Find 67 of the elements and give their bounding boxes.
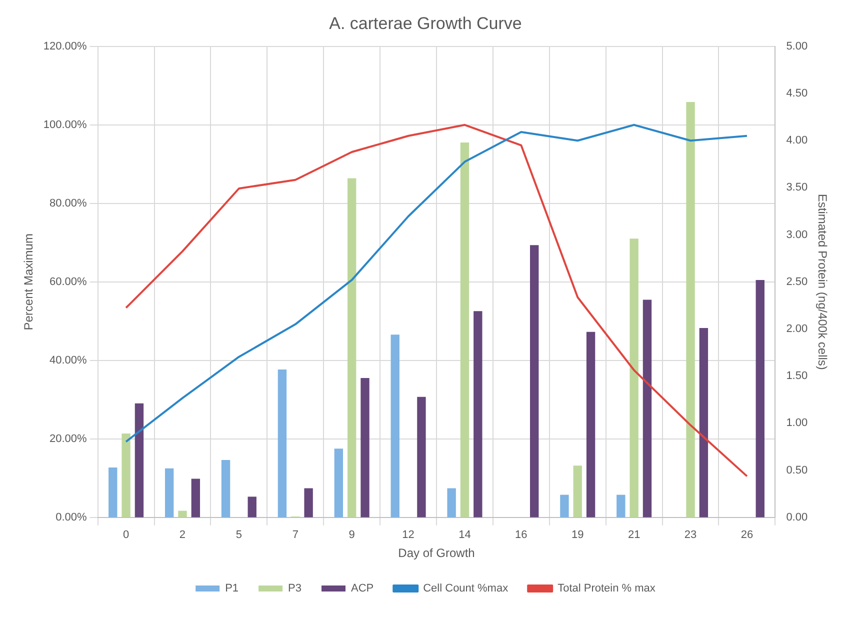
y-axis-title: Percent Maximum	[22, 234, 36, 330]
bar	[560, 494, 569, 518]
y2-tick-label: 2.50	[786, 276, 808, 288]
bar	[460, 142, 470, 518]
bar	[417, 396, 426, 518]
x-axis-title: Day of Growth	[398, 546, 475, 560]
bar	[686, 102, 695, 518]
bar	[178, 510, 187, 518]
x-tick-label: 19	[572, 529, 584, 542]
y2-tick-label: 3.00	[786, 228, 808, 241]
x-tick-label: 14	[458, 529, 471, 542]
y2-tick-label: 3.50	[786, 182, 808, 194]
bar	[122, 434, 130, 518]
y-tick-label: 0.00%	[56, 511, 88, 524]
bar	[573, 466, 582, 518]
bar	[191, 478, 200, 518]
x-tick-label: 26	[740, 529, 754, 542]
bar	[390, 334, 400, 518]
bar	[108, 467, 118, 518]
y-tick-label: 20.00%	[50, 432, 88, 445]
bar	[347, 178, 356, 518]
y2-tick-label: 1.00	[786, 417, 808, 430]
bar	[360, 378, 370, 518]
legend-label: Total Protein % max	[558, 582, 656, 595]
y-tick-label: 100.00%	[43, 118, 88, 131]
x-tick-label: 21	[628, 529, 640, 542]
y2-tick-label: 2.00	[786, 323, 808, 336]
bar	[642, 300, 652, 518]
bar	[334, 448, 344, 518]
x-tick-label: 12	[402, 529, 414, 542]
y-tick-label: 60.00%	[50, 276, 88, 288]
bar	[221, 460, 230, 518]
legend-label: ACP	[351, 582, 374, 595]
bar	[699, 328, 708, 518]
y-tick-label: 80.00%	[50, 197, 88, 210]
x-tick-label: 5	[236, 529, 242, 542]
y2-tick-label: 5.00	[786, 40, 808, 52]
y2-tick-label: 4.50	[786, 88, 808, 100]
y2-tick-label: 0.50	[786, 464, 808, 476]
bar	[530, 245, 539, 518]
legend-label: P3	[288, 582, 302, 595]
bar	[278, 370, 287, 518]
y2-axis-title: Estimated Protein (ng/400k cells)	[815, 194, 830, 370]
y-tick-label: 40.00%	[50, 354, 88, 366]
y2-tick-label: 0.00	[786, 511, 808, 524]
y2-tick-label: 4.00	[786, 134, 808, 147]
x-tick-label: 2	[179, 529, 186, 542]
y2-tick-label: 1.50	[786, 370, 808, 382]
legend-label: Cell Count %max	[423, 582, 509, 595]
bar	[248, 496, 256, 518]
legend-label: P1	[225, 582, 239, 595]
bar	[304, 488, 313, 518]
bar	[474, 311, 482, 518]
bar	[134, 403, 144, 518]
x-tick-label: 7	[292, 529, 298, 542]
bar	[616, 494, 626, 518]
x-tick-label: 9	[348, 529, 355, 542]
chart-title: A. carterae Growth Curve	[329, 14, 522, 33]
bar	[756, 280, 764, 518]
bar	[630, 238, 638, 518]
y-tick-label: 120.00%	[43, 40, 88, 52]
x-tick-label: 0	[122, 529, 130, 542]
x-tick-label: 16	[515, 529, 528, 542]
bar	[164, 468, 174, 518]
bar	[447, 488, 456, 518]
bar	[586, 332, 596, 518]
x-tick-label: 23	[684, 529, 697, 542]
